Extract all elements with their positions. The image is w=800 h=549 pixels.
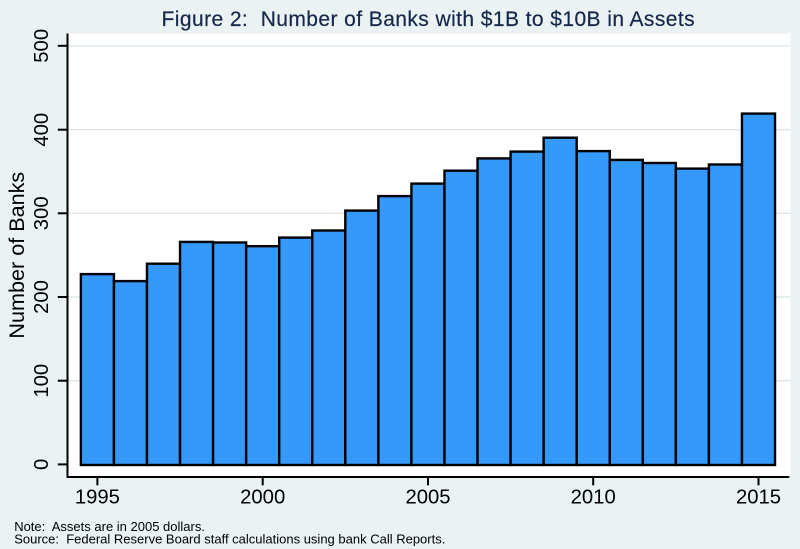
svg-text:100: 100 (31, 364, 53, 398)
svg-text:300: 300 (31, 196, 53, 230)
svg-text:500: 500 (31, 29, 53, 63)
svg-text:2010: 2010 (571, 487, 616, 509)
svg-text:2015: 2015 (736, 487, 781, 509)
svg-text:Number of Banks: Number of Banks (4, 172, 29, 339)
svg-text:2005: 2005 (405, 487, 450, 509)
svg-text:Figure 2: Number of Banks wit: Figure 2: Number of Banks with $1B to $1… (162, 8, 696, 31)
svg-text:Note: Assets are in 2005 doll: Note: Assets are in 2005 dollars. (14, 519, 205, 534)
svg-text:200: 200 (31, 280, 53, 314)
svg-text:0: 0 (31, 459, 53, 470)
svg-text:Source: Federal Reserve Board: Source: Federal Reserve Board staff calc… (14, 532, 445, 547)
svg-text:2000: 2000 (240, 487, 285, 509)
svg-text:400: 400 (31, 113, 53, 147)
svg-text:1995: 1995 (75, 487, 120, 509)
